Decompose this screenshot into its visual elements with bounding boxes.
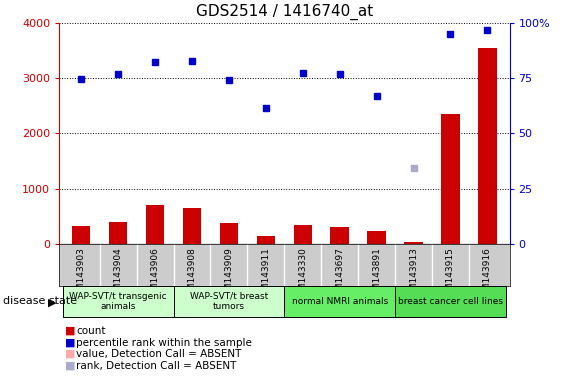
Text: percentile rank within the sample: percentile rank within the sample	[76, 338, 252, 348]
Title: GDS2514 / 1416740_at: GDS2514 / 1416740_at	[196, 4, 373, 20]
Text: GSM143915: GSM143915	[446, 247, 455, 302]
Bar	[404, 242, 423, 244]
Text: GSM143330: GSM143330	[298, 247, 307, 302]
Text: GSM143916: GSM143916	[483, 247, 492, 302]
Bar	[368, 231, 386, 244]
Text: value, Detection Call = ABSENT: value, Detection Call = ABSENT	[76, 349, 242, 359]
Text: GSM143904: GSM143904	[114, 247, 123, 302]
Bar	[330, 227, 349, 244]
Text: GSM143906: GSM143906	[150, 247, 159, 302]
Text: count: count	[76, 326, 105, 336]
Text: GSM143911: GSM143911	[261, 247, 270, 302]
Text: rank, Detection Call = ABSENT: rank, Detection Call = ABSENT	[76, 361, 236, 371]
Text: GSM143913: GSM143913	[409, 247, 418, 302]
Text: ■: ■	[65, 338, 75, 348]
Text: GSM143908: GSM143908	[187, 247, 196, 302]
Text: disease state: disease state	[3, 296, 77, 306]
Bar	[257, 235, 275, 244]
Bar	[220, 223, 238, 244]
FancyBboxPatch shape	[284, 286, 395, 317]
Bar	[109, 222, 127, 244]
Text: WAP-SVT/t breast
tumors: WAP-SVT/t breast tumors	[190, 292, 268, 311]
Bar	[72, 226, 91, 244]
Text: normal NMRI animals: normal NMRI animals	[292, 297, 388, 306]
Text: GSM143697: GSM143697	[335, 247, 344, 302]
Text: ▶: ▶	[48, 298, 56, 308]
Text: ■: ■	[65, 349, 75, 359]
FancyBboxPatch shape	[63, 286, 173, 317]
Text: GSM143909: GSM143909	[225, 247, 234, 302]
Bar	[293, 225, 312, 244]
FancyBboxPatch shape	[395, 286, 506, 317]
Text: GSM143891: GSM143891	[372, 247, 381, 302]
Bar	[441, 114, 459, 244]
FancyBboxPatch shape	[173, 286, 284, 317]
Text: breast cancer cell lines: breast cancer cell lines	[398, 297, 503, 306]
Text: WAP-SVT/t transgenic
animals: WAP-SVT/t transgenic animals	[69, 292, 167, 311]
Bar	[478, 48, 497, 244]
Text: ■: ■	[65, 326, 75, 336]
Bar	[183, 208, 201, 244]
Bar	[146, 205, 164, 244]
Text: ■: ■	[65, 361, 75, 371]
Text: GSM143903: GSM143903	[77, 247, 86, 302]
